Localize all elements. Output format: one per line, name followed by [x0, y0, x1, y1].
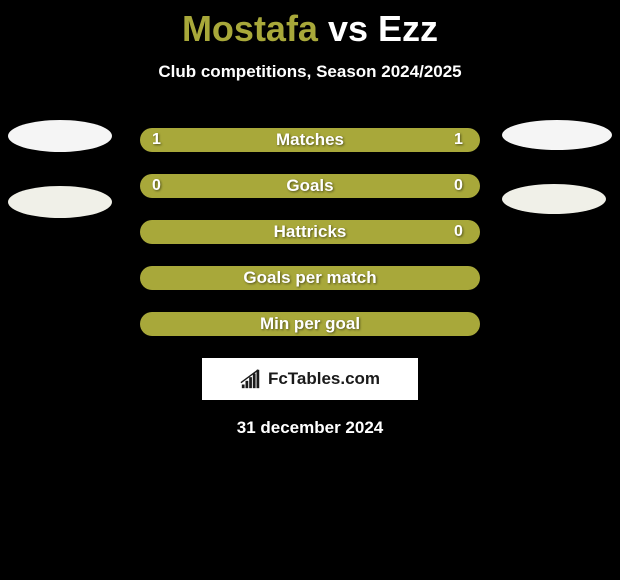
stat-row-min-per-goal: Min per goal — [140, 312, 480, 336]
badge-placeholder — [8, 186, 112, 218]
stat-label: Matches — [276, 130, 344, 150]
stat-label: Hattricks — [274, 222, 347, 242]
stat-label: Goals per match — [243, 268, 376, 288]
date-label: 31 december 2024 — [0, 418, 620, 438]
stat-row-goals: 0 Goals 0 — [140, 174, 480, 198]
stat-right-value: 0 — [454, 223, 468, 241]
vs-label: vs — [328, 8, 368, 49]
badge-placeholder — [8, 120, 112, 152]
stat-row-matches: 1 Matches 1 — [140, 128, 480, 152]
comparison-title: Mostafa vs Ezz — [0, 0, 620, 50]
stat-label: Min per goal — [260, 314, 360, 334]
stat-row-hattricks: Hattricks 0 — [140, 220, 480, 244]
player2-name: Ezz — [378, 8, 438, 49]
stat-label: Goals — [286, 176, 333, 196]
player1-name: Mostafa — [182, 8, 318, 49]
stat-row-goals-per-match: Goals per match — [140, 266, 480, 290]
badge-placeholder — [502, 184, 606, 214]
right-badges — [502, 120, 612, 214]
logo-text: FcTables.com — [268, 369, 380, 389]
left-badges — [8, 120, 112, 218]
bar-chart-icon — [240, 368, 262, 390]
logo-box: FcTables.com — [202, 358, 418, 400]
stat-left-value: 1 — [152, 131, 166, 149]
stats-container: 1 Matches 1 0 Goals 0 Hattricks 0 Goals … — [140, 128, 480, 336]
stat-right-value: 1 — [454, 131, 468, 149]
badge-placeholder — [502, 120, 612, 150]
stat-left-value: 0 — [152, 177, 166, 195]
subtitle: Club competitions, Season 2024/2025 — [0, 62, 620, 82]
stat-right-value: 0 — [454, 177, 468, 195]
